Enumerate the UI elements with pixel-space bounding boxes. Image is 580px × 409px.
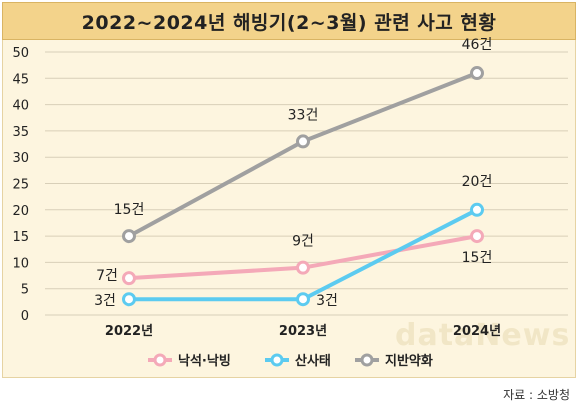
data-label: 46건 [462, 37, 493, 53]
y-tick-label: 5 [21, 283, 29, 298]
y-tick-label: 25 [12, 178, 29, 193]
series-line [127, 71, 479, 239]
x-tick-label: 2022년 [105, 324, 153, 339]
data-label: 7건 [96, 268, 118, 284]
data-label: 15건 [114, 202, 145, 218]
legend-label: 낙석·낙빙 [178, 353, 231, 369]
chart-title: 2022~2024년 해빙기(2~3월) 관련 사고 현황 [81, 11, 497, 34]
y-tick-label: 10 [12, 256, 29, 271]
x-tick-label: 2023년 [279, 324, 327, 339]
y-tick-label: 50 [12, 46, 29, 61]
watermark: dataNews [395, 318, 571, 353]
data-point [296, 292, 310, 307]
y-tick-label: 15 [12, 230, 29, 245]
legend-label: 산사태 [295, 353, 331, 369]
x-tick-label: 2024년 [453, 324, 501, 339]
data-point [470, 66, 484, 81]
legend-marker [153, 353, 167, 367]
data-label: 15건 [462, 250, 493, 266]
y-tick-label: 30 [12, 151, 29, 166]
data-point [122, 292, 136, 307]
data-label: 20건 [462, 174, 493, 190]
chart-title-bar: 2022~2024년 해빙기(2~3월) 관련 사고 현황 [2, 2, 576, 40]
y-tick-label: 45 [12, 72, 29, 87]
legend-marker [270, 353, 284, 367]
data-label: 3건 [316, 293, 338, 309]
data-point [470, 229, 484, 244]
legend-label: 지반약화 [385, 353, 433, 369]
y-tick-label: 35 [12, 125, 29, 140]
y-tick-label: 0 [21, 309, 29, 324]
data-point [122, 271, 136, 286]
data-point [296, 260, 310, 275]
data-point [122, 229, 136, 244]
legend-marker [360, 353, 374, 367]
series-line [127, 207, 479, 302]
data-point [296, 134, 310, 149]
data-point [470, 202, 484, 217]
y-tick-label: 40 [12, 99, 29, 114]
y-tick-label: 20 [12, 204, 29, 219]
data-label: 9건 [292, 234, 314, 250]
data-label: 3건 [94, 293, 116, 309]
source-note: 자료 : 소방청 [503, 388, 570, 402]
data-label: 33건 [288, 107, 319, 123]
